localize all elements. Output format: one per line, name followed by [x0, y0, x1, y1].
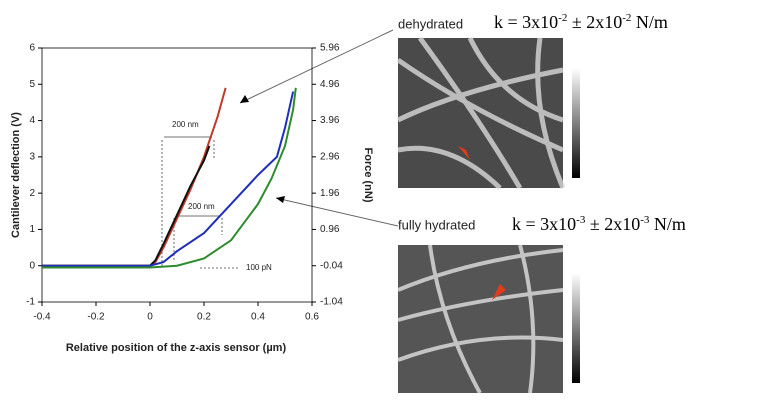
y-tick-label: 2 — [29, 188, 35, 199]
arrow-head — [240, 95, 249, 103]
y2-axis-label: Force (nN) — [362, 148, 374, 203]
k-text: ± 2x10 — [585, 214, 640, 234]
k-text: N/m — [631, 12, 668, 32]
y2-tick-label: 4.96 — [320, 79, 340, 90]
y-tick-label: 1 — [29, 224, 35, 235]
y2-tick-label: 3.96 — [320, 115, 340, 126]
curve — [42, 145, 211, 267]
panel-label: fully hydrated — [398, 217, 475, 232]
y-tick-label: 3 — [29, 151, 35, 162]
pointer-line — [275, 197, 399, 227]
y2-tick-label: 2.96 — [320, 151, 340, 162]
y2-tick-label: 1.96 — [320, 188, 340, 199]
k-text: N/m — [649, 214, 686, 234]
panel-label: dehydrated — [398, 16, 463, 31]
y2-tick-label: -1.04 — [320, 297, 343, 308]
annotation: 200 nm — [188, 202, 215, 211]
annotation-guides — [161, 136, 240, 269]
annotation: 100 pN — [246, 263, 272, 272]
x-tick-label: 0.2 — [197, 312, 211, 323]
x-tick-label: -0.4 — [33, 312, 51, 323]
afm-image-dehydrated — [396, 36, 580, 190]
y-tick-label: 4 — [29, 115, 35, 126]
afm-image-hydrated — [397, 244, 580, 394]
plot-frame — [41, 47, 313, 303]
y2-tick-label: 5.96 — [320, 43, 340, 54]
x-tick-label: 0.4 — [251, 312, 265, 323]
k-text: k = 3x10 — [512, 214, 576, 234]
y-axis-label: Cantilever deflection (V) — [10, 112, 22, 238]
x-tick-label: 0 — [147, 312, 153, 323]
x-tick-label: 0.6 — [305, 312, 319, 323]
curve — [42, 87, 297, 269]
spring-constant: k = 3x10-3 ± 2x10-3 N/m — [512, 214, 686, 235]
y2-tick-label: -0.04 — [320, 260, 343, 271]
y-tick-label: -1 — [26, 297, 35, 308]
y-tick-label: 6 — [29, 43, 35, 54]
annotation: 200 nm — [172, 120, 199, 129]
arrow-head — [276, 196, 285, 203]
exponent: -2 — [558, 12, 567, 24]
y2-tick-label: 0.96 — [320, 224, 340, 235]
spring-constant: k = 3x10-2 ± 2x10-2 N/m — [494, 12, 668, 33]
curve — [42, 87, 227, 267]
x-tick-label: -0.2 — [87, 312, 105, 323]
k-text: k = 3x10 — [494, 12, 558, 32]
exponent: -2 — [622, 12, 631, 24]
curve — [42, 91, 295, 267]
y-tick-label: 0 — [29, 260, 35, 271]
exponent: -3 — [640, 214, 650, 226]
k-text: ± 2x10 — [567, 12, 622, 32]
pointer-line — [239, 29, 394, 104]
y-tick-label: 5 — [29, 79, 35, 90]
x-axis-label: Relative position of the z-axis sensor (… — [66, 342, 287, 354]
exponent: -3 — [576, 214, 586, 226]
